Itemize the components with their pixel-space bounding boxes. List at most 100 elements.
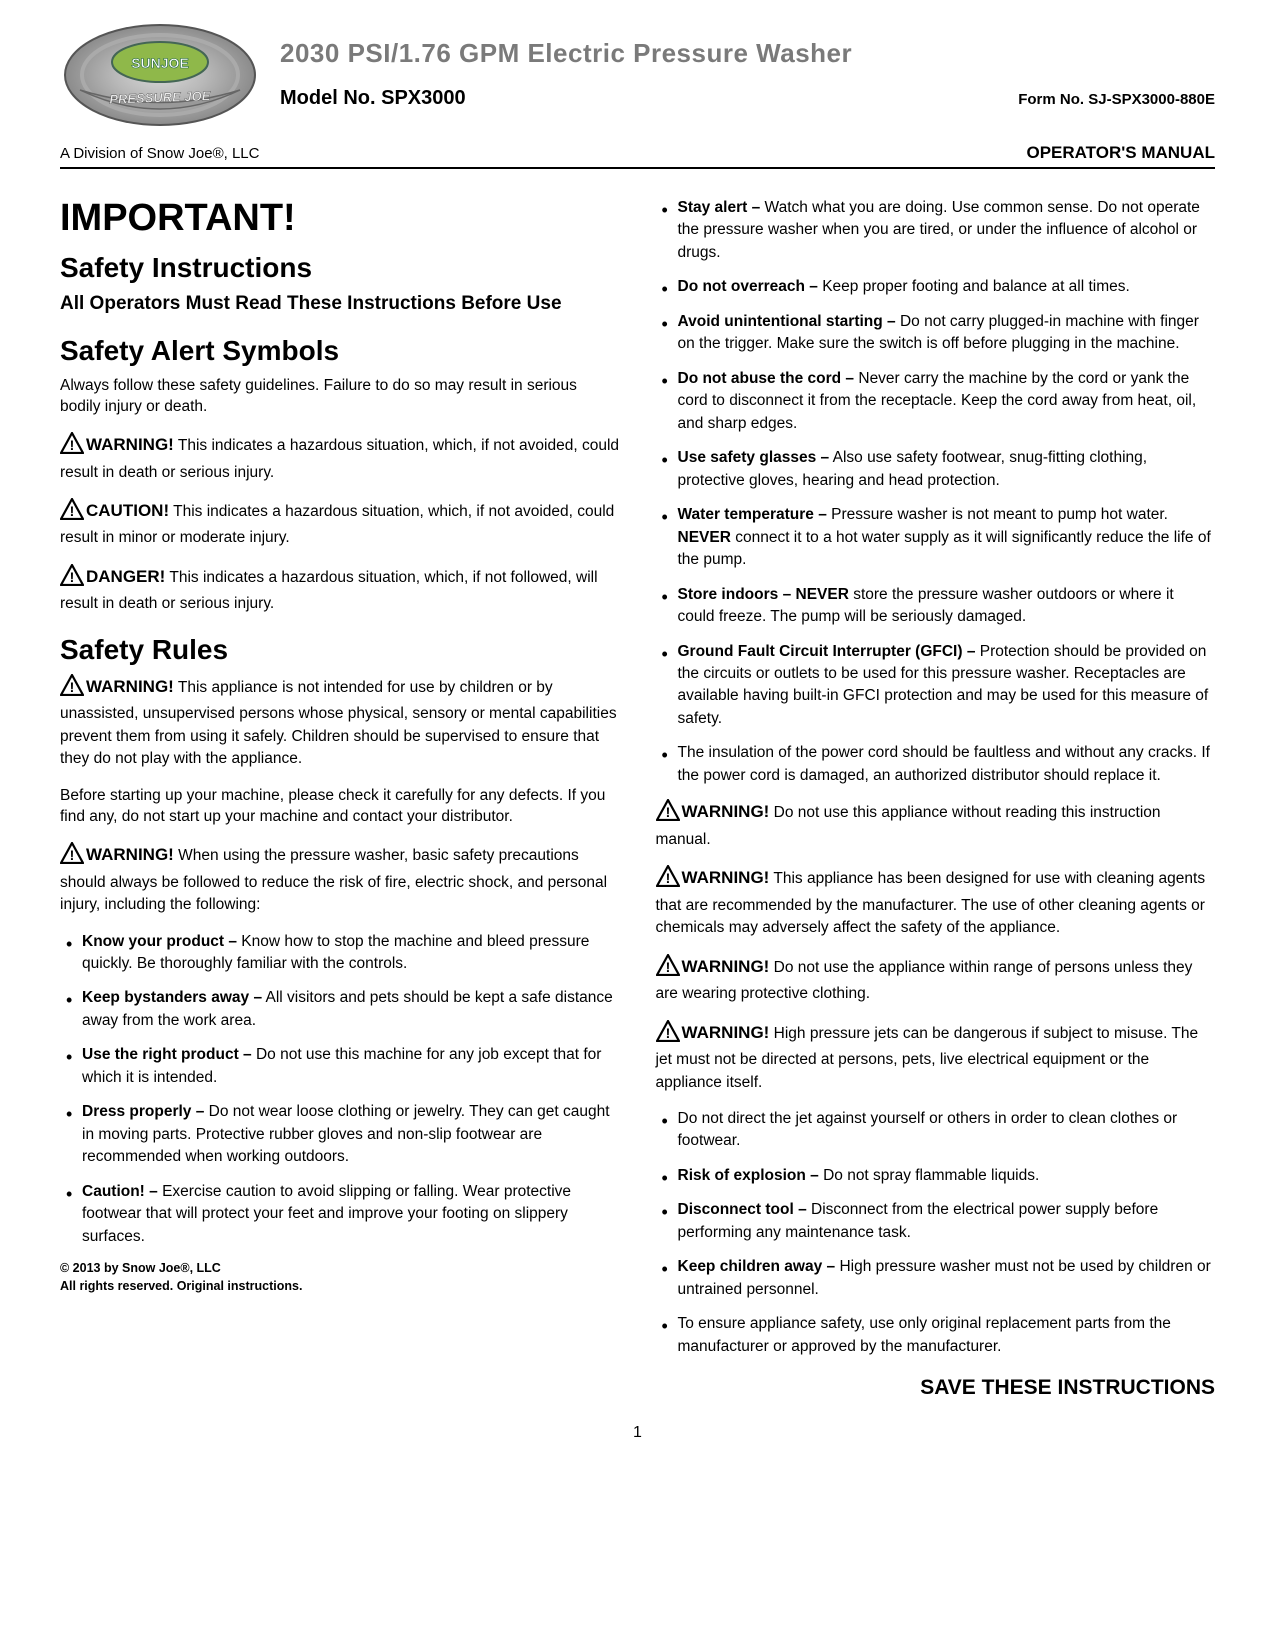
save-instructions: SAVE THESE INSTRUCTIONS [656, 1376, 1216, 1400]
warning-cleaning-agents: !WARNING! This appliance has been design… [656, 865, 1216, 939]
brand-logo: SUNJOE PRESSURE JOE [60, 20, 260, 135]
warning-label: WARNING! [682, 868, 770, 887]
rule-bold-label: Caution! – [82, 1183, 158, 1200]
left-rules-list: Know your product – Know how to stop the… [60, 931, 620, 1249]
list-item: Do not direct the jet against yourself o… [678, 1108, 1216, 1153]
safety-alert-heading: Safety Alert Symbols [60, 335, 620, 367]
svg-text:!: ! [70, 679, 75, 695]
list-item: Disconnect tool – Disconnect from the el… [678, 1199, 1216, 1244]
model-form-row: Model No. SPX3000 Form No. SJ-SPX3000-88… [280, 87, 1215, 110]
svg-text:!: ! [70, 437, 75, 453]
safety-rules-warning-2: !WARNING! When using the pressure washer… [60, 842, 620, 916]
warning-label: WARNING! [86, 435, 174, 454]
division-bar: A Division of Snow Joe®, LLC OPERATOR'S … [60, 143, 1215, 169]
warning-label: WARNING! [682, 957, 770, 976]
rule-bold-label: Keep children away – [678, 1258, 836, 1275]
must-read-subheading: All Operators Must Read These Instructio… [60, 292, 620, 317]
rule-text: Do not direct the jet against yourself o… [678, 1110, 1178, 1149]
warning-label: WARNING! [86, 845, 174, 864]
form-number: Form No. SJ-SPX3000-880E [1018, 91, 1215, 108]
warning-triangle-icon: ! [60, 498, 84, 527]
warning-triangle-icon: ! [60, 564, 84, 593]
list-item: To ensure appliance safety, use only ori… [678, 1313, 1216, 1358]
before-start-text: Before starting up your machine, please … [60, 785, 620, 828]
safety-rules-warning-1: !WARNING! This appliance is not intended… [60, 674, 620, 771]
svg-text:!: ! [665, 870, 670, 886]
svg-text:!: ! [70, 847, 75, 863]
list-item: Do not overreach – Keep proper footing a… [678, 276, 1216, 298]
right-rules-extra: Water temperature – Pressure washer is n… [656, 504, 1216, 787]
warning-triangle-icon: ! [60, 674, 84, 703]
list-item: Keep children away – High pressure washe… [678, 1256, 1216, 1301]
rule-bold-label: Dress properly – [82, 1103, 204, 1120]
rule-text: To ensure appliance safety, use only ori… [678, 1315, 1171, 1354]
rule-gfci: Ground Fault Circuit Interrupter (GFCI) … [678, 641, 1216, 731]
list-item: Dress properly – Do not wear loose cloth… [82, 1101, 620, 1168]
important-heading: IMPORTANT! [60, 197, 620, 240]
rule-insulation: The insulation of the power cord should … [678, 742, 1216, 787]
rule-text: Do not spray flammable liquids. [819, 1167, 1040, 1184]
list-item: Know your product – Know how to stop the… [82, 931, 620, 976]
warning-definition: !WARNING! This indicates a hazardous sit… [60, 432, 620, 484]
rule-bold-label: Know your product – [82, 933, 237, 950]
header-text-block: 2030 PSI/1.76 GPM Electric Pressure Wash… [280, 20, 1215, 128]
copyright-line-1: © 2013 by Snow Joe®, LLC [60, 1260, 620, 1278]
page-number: 1 [60, 1424, 1215, 1442]
rule-bold-label: Keep bystanders away – [82, 989, 262, 1006]
warning-triangle-icon: ! [656, 865, 680, 894]
list-item: Keep bystanders away – All visitors and … [82, 987, 620, 1032]
copyright-line-2: All rights reserved. Original instructio… [60, 1278, 620, 1296]
rule-bold-label: Disconnect tool – [678, 1201, 807, 1218]
rule-water-temp: Water temperature – Pressure washer is n… [678, 504, 1216, 571]
warning-range: !WARNING! Do not use the appliance withi… [656, 954, 1216, 1006]
list-item: Avoid unintentional starting – Do not ca… [678, 311, 1216, 356]
content-columns: IMPORTANT! Safety Instructions All Opera… [60, 197, 1215, 1400]
warning-label: WARNING! [682, 1023, 770, 1042]
copyright-block: © 2013 by Snow Joe®, LLC All rights rese… [60, 1260, 620, 1295]
rule-bold-label: Stay alert – [678, 199, 761, 216]
list-item: Do not abuse the cord – Never carry the … [678, 368, 1216, 435]
safety-instructions-heading: Safety Instructions [60, 252, 620, 284]
left-column: IMPORTANT! Safety Instructions All Opera… [60, 197, 620, 1400]
warning-read-manual: !WARNING! Do not use this appliance with… [656, 799, 1216, 851]
warning-jets: !WARNING! High pressure jets can be dang… [656, 1020, 1216, 1094]
alert-intro: Always follow these safety guidelines. F… [60, 375, 620, 418]
right-column: Stay alert – Watch what you are doing. U… [656, 197, 1216, 1400]
rule-bold-label: Avoid unintentional starting – [678, 313, 896, 330]
rule-bold-label: Use safety glasses – [678, 449, 830, 466]
rule-text: Keep proper footing and balance at all t… [818, 278, 1130, 295]
sunjoe-logo-icon: SUNJOE PRESSURE JOE [60, 20, 260, 130]
svg-text:!: ! [665, 804, 670, 820]
svg-text:SUNJOE: SUNJOE [131, 55, 189, 71]
header: SUNJOE PRESSURE JOE 2030 PSI/1.76 GPM El… [60, 20, 1215, 135]
rule-bold-label: Do not overreach – [678, 278, 818, 295]
right-rules-top-list: Stay alert – Watch what you are doing. U… [656, 197, 1216, 492]
warning-triangle-icon: ! [656, 799, 680, 828]
svg-text:!: ! [665, 1025, 670, 1041]
rule-bold-label: Do not abuse the cord – [678, 370, 855, 387]
list-item: Use safety glasses – Also use safety foo… [678, 447, 1216, 492]
list-item: Caution! – Exercise caution to avoid sli… [82, 1181, 620, 1248]
caution-label: CAUTION! [86, 501, 169, 520]
manual-label: OPERATOR'S MANUAL [1026, 143, 1215, 163]
warning-triangle-icon: ! [60, 842, 84, 871]
warning-label: WARNING! [86, 677, 174, 696]
warning-triangle-icon: ! [60, 432, 84, 461]
list-item: Stay alert – Watch what you are doing. U… [678, 197, 1216, 264]
warning-label: WARNING! [682, 802, 770, 821]
svg-text:!: ! [665, 959, 670, 975]
model-number: Model No. SPX3000 [280, 87, 466, 110]
product-title: 2030 PSI/1.76 GPM Electric Pressure Wash… [280, 38, 1215, 69]
svg-text:!: ! [70, 569, 75, 585]
danger-definition: !DANGER! This indicates a hazardous situ… [60, 564, 620, 616]
rule-store-indoors: Store indoors – NEVER store the pressure… [678, 584, 1216, 629]
list-item: Use the right product – Do not use this … [82, 1044, 620, 1089]
safety-rules-heading: Safety Rules [60, 634, 620, 666]
danger-label: DANGER! [86, 567, 165, 586]
list-item: Risk of explosion – Do not spray flammab… [678, 1165, 1216, 1187]
caution-definition: !CAUTION! This indicates a hazardous sit… [60, 498, 620, 550]
rule-bold-label: Risk of explosion – [678, 1167, 819, 1184]
svg-text:!: ! [70, 503, 75, 519]
rule-bold-label: Use the right product – [82, 1046, 252, 1063]
division-text: A Division of Snow Joe®, LLC [60, 145, 259, 162]
